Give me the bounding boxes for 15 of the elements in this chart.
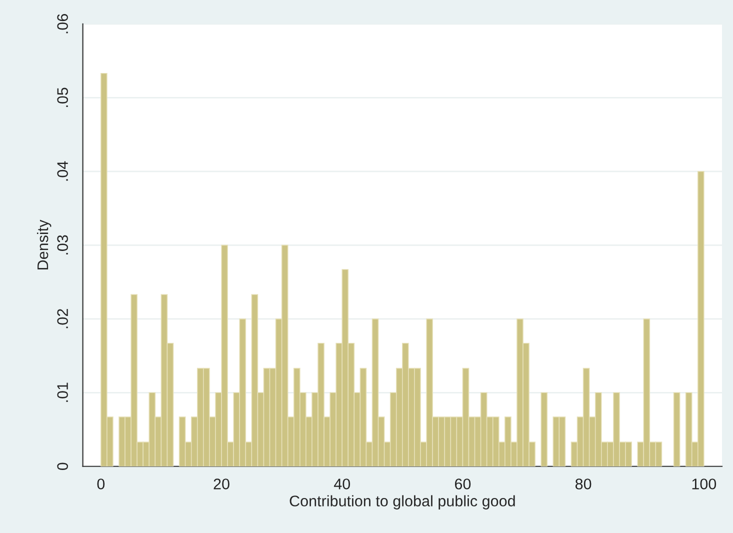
x-tick-label: 20 xyxy=(214,478,230,490)
y-tick-label: .06 xyxy=(57,14,68,34)
y-axis-title: Density xyxy=(36,220,52,270)
y-tick-label: .04 xyxy=(57,161,68,181)
x-axis-title: Contribution to global public good xyxy=(290,495,515,510)
x-tick-label: 100 xyxy=(692,478,716,490)
y-tick-label: 0 xyxy=(57,462,68,470)
x-tick-label: 60 xyxy=(454,478,471,490)
x-tick-label: 40 xyxy=(334,478,350,490)
x-tick-label: 80 xyxy=(575,478,592,490)
y-tick-label: .01 xyxy=(57,382,68,402)
y-tick-label: .02 xyxy=(57,309,68,328)
y-tick-label: .05 xyxy=(57,88,68,107)
x-tick-label: 0 xyxy=(97,478,105,490)
y-tick-label: .03 xyxy=(57,235,68,254)
